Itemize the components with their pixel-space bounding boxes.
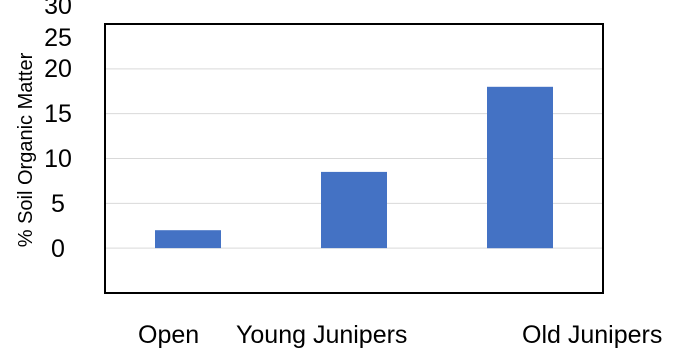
y-tick-label: 25 (44, 24, 72, 52)
x-category-label: Old Junipers (522, 321, 662, 349)
bars (155, 86, 553, 249)
bar-young-junipers (321, 171, 387, 249)
x-category-labels: Open Young Junipers Old Junipers (138, 321, 662, 349)
y-tick-label: 20 (44, 55, 72, 83)
y-tick-labels: 0 5 10 15 20 25 30 (44, 0, 72, 263)
bar-old-junipers (487, 86, 553, 249)
y-tick-label: 15 (44, 100, 72, 128)
plot-frame (104, 23, 604, 294)
x-category-label: Open (138, 321, 199, 349)
y-tick-label: 5 (51, 190, 65, 218)
y-axis-title: % Soil Organic Matter (15, 52, 37, 247)
bar-open (155, 230, 221, 249)
y-tick-label: 10 (44, 145, 72, 173)
y-tick-label: 0 (51, 235, 65, 263)
x-category-label: Young Junipers (236, 321, 407, 349)
y-tick-label: 30 (44, 0, 72, 20)
